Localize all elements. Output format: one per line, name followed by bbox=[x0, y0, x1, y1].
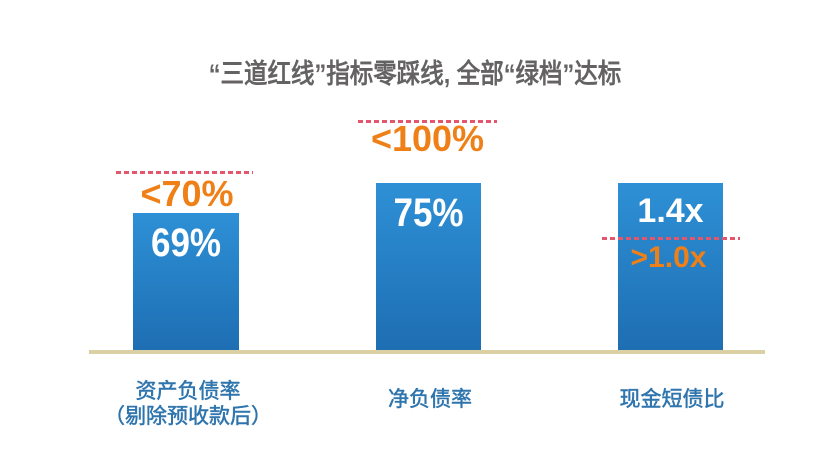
threshold-label-2: <100% bbox=[370, 118, 485, 159]
bar-asset-liability-ratio bbox=[133, 213, 239, 350]
threshold-label-3: >1.0x bbox=[630, 241, 707, 274]
axis-baseline bbox=[89, 350, 765, 354]
category-label-2: 净负债率 bbox=[388, 388, 473, 412]
bar-value-2: 75% bbox=[393, 191, 464, 235]
threshold-label-1: <70% bbox=[140, 173, 234, 214]
bar-value-3: 1.4x bbox=[637, 192, 704, 230]
category-label-1: 资产负债率 （剔除预收款后） bbox=[88, 379, 288, 429]
category-label-1-line2: （剔除预收款后） bbox=[104, 405, 273, 429]
threshold-dashed-line-1 bbox=[116, 171, 253, 174]
bar-net-debt-ratio bbox=[376, 183, 481, 350]
category-label-1-line1: 资产负债率 bbox=[135, 380, 241, 404]
category-label-3: 现金短债比 bbox=[619, 388, 725, 412]
threshold-dashed-line-3 bbox=[602, 237, 740, 240]
threshold-dashed-line-2 bbox=[358, 120, 497, 123]
bar-cash-short-debt-ratio bbox=[618, 183, 723, 350]
chart-title: “三道红线”指标零踩线, 全部“绿档”达标 bbox=[208, 59, 622, 89]
bar-value-1: 69% bbox=[150, 221, 222, 265]
